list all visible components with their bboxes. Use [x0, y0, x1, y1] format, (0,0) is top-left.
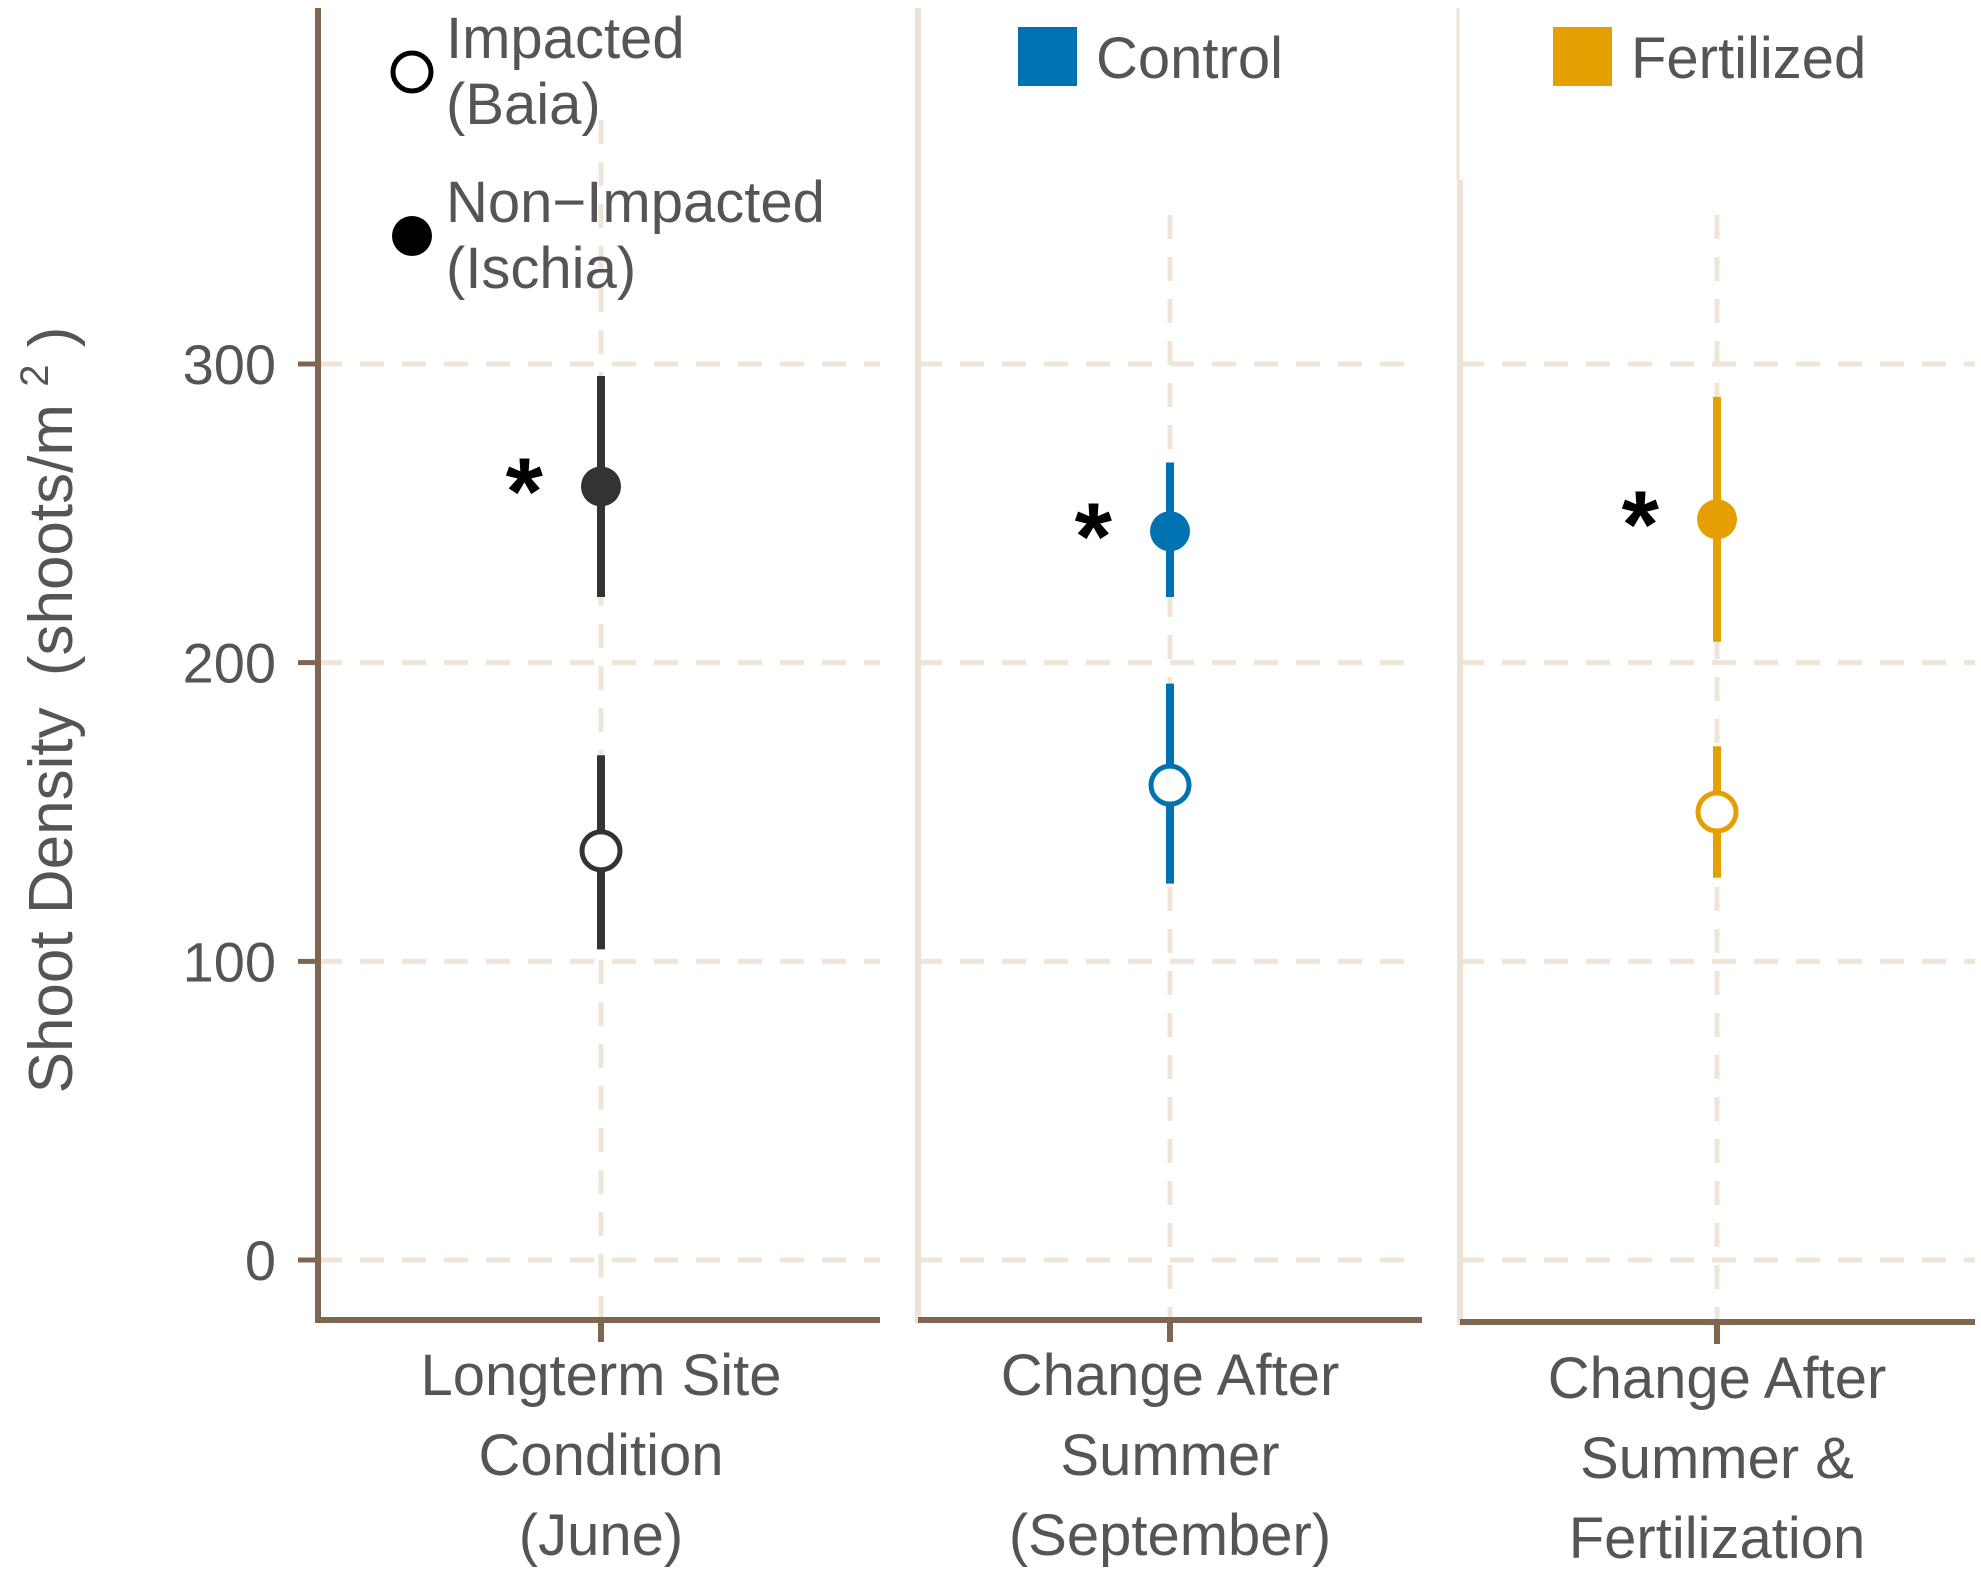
y-axis-title-main: Shoot Density: [17, 707, 86, 1093]
labels-layer: 0 100 200 300 Longterm Site Condition (June) Ch…: [183, 333, 1887, 1571]
legend-label-line: Non−Impacted: [446, 170, 825, 235]
x-category-label-line: Change After: [1001, 1343, 1340, 1408]
significance-star-panel-2: *: [1075, 483, 1113, 590]
y-axis-title-superscript: 2: [13, 364, 57, 386]
y-tick-label-300: 300: [183, 333, 276, 396]
point-panel-1-filled: [581, 466, 621, 507]
point-panel-2-filled: [1150, 511, 1190, 552]
legend-label-impacted: Impacted (Baia): [446, 6, 685, 137]
legend-marker-filled: [392, 216, 432, 256]
point-panel-3-filled: [1697, 499, 1737, 540]
x-category-label-line: (June): [519, 1503, 683, 1568]
legend-marker-open: [390, 50, 434, 94]
significance-star-panel-1: *: [506, 438, 544, 545]
legend-label-line: (Baia): [446, 72, 601, 137]
x-category-label-panel-3: Change After Summer & Fertilization: [1548, 1346, 1887, 1571]
axes-layer: [298, 8, 1975, 1344]
x-category-label-panel-1: Longterm Site Condition (June): [420, 1343, 781, 1568]
y-axis-title-units: (shoots/m: [17, 404, 86, 676]
x-category-label-line: Longterm Site: [420, 1343, 781, 1408]
x-category-label-line: Condition: [478, 1423, 723, 1488]
x-category-label-line: Change After: [1548, 1346, 1887, 1411]
y-tick-label-200: 200: [183, 632, 276, 695]
legend-label-line: Impacted: [446, 6, 685, 71]
point-panel-2-open: [1148, 763, 1192, 807]
marks-layer: * * *: [506, 375, 1739, 950]
y-tick-label-0: 0: [245, 1229, 276, 1292]
legend-layer: Control Fertilized Impacted (Baia) Non−Impac…: [390, 6, 1866, 301]
legend-label-fertilized: Fertilized: [1631, 26, 1866, 91]
point-panel-1-open: [579, 829, 623, 873]
y-axis-title-close: ): [17, 327, 86, 348]
legend-label-control: Control: [1096, 26, 1283, 91]
x-category-label-line: Summer &: [1580, 1426, 1854, 1491]
legend-swatch-fertilized: [1553, 27, 1612, 86]
x-category-label-line: (September): [1009, 1503, 1331, 1568]
y-tick-label-100: 100: [183, 930, 276, 993]
y-axis-title: Shoot Density (shoots/m 2 ): [0, 327, 86, 1094]
legend-label-non-impacted: Non−Impacted (Ischia): [446, 170, 825, 301]
significance-star-panel-3: *: [1622, 471, 1660, 578]
x-category-label-panel-2: Change After Summer (September): [1001, 1343, 1340, 1568]
legend-swatch-control: [1018, 27, 1077, 86]
x-category-label-line: Summer: [1060, 1423, 1279, 1488]
legend-label-line: (Ischia): [446, 236, 636, 301]
x-category-label-line: Fertilization: [1569, 1506, 1866, 1571]
point-panel-3-open: [1695, 790, 1739, 834]
